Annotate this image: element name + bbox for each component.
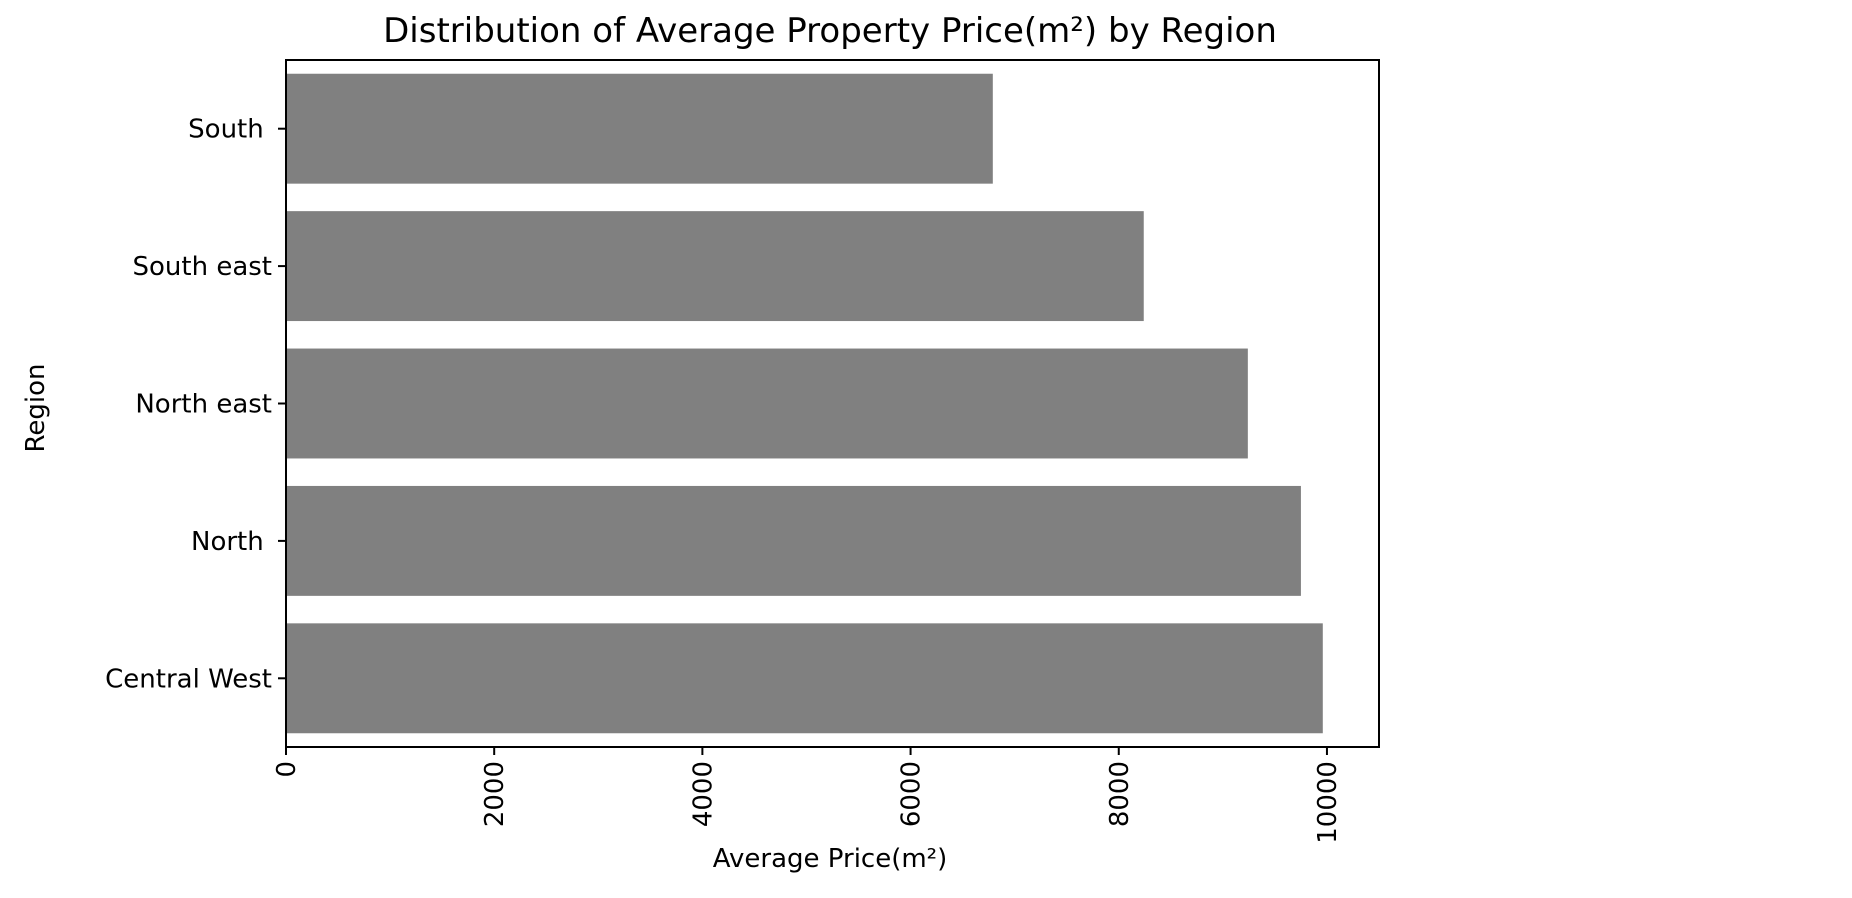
y-tick-label: South [188, 115, 272, 145]
y-tick-label: South east [133, 252, 273, 282]
bar [286, 348, 1248, 459]
x-ticks: 0 2000 4000 6000 8000 10000 [272, 747, 1343, 844]
bar [286, 211, 1144, 322]
x-tick-label: 4000 [688, 761, 718, 827]
bar [286, 73, 993, 184]
bar [286, 485, 1301, 596]
y-tick-label: Central West [105, 664, 272, 694]
y-ticks: Central West North North east South east So… [105, 115, 286, 694]
x-tick-label: 2000 [480, 761, 510, 827]
y-tick-label: North east [135, 390, 272, 420]
x-tick-label: 10000 [1313, 761, 1343, 844]
plot-frame [285, 59, 1380, 748]
bar [286, 623, 1323, 734]
x-tick-label: 6000 [897, 761, 927, 827]
x-tick-label: 8000 [1105, 761, 1135, 827]
x-axis-label: Average Price(m²) [713, 844, 948, 874]
chart-title: Distribution of Average Property Price(m… [383, 11, 1277, 51]
bars-layer [286, 73, 1323, 734]
y-axis-label: Region [21, 363, 51, 452]
y-tick-label: North [191, 527, 272, 557]
x-tick-label: 0 [272, 761, 302, 778]
